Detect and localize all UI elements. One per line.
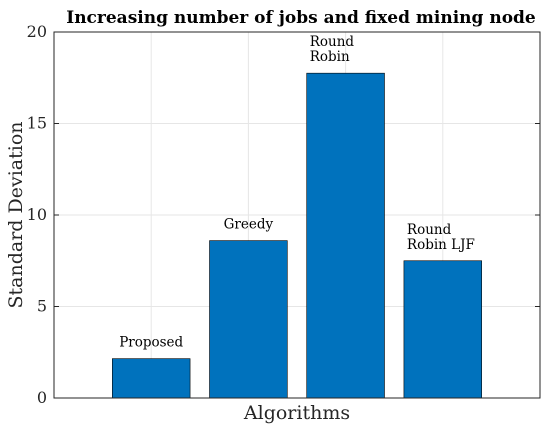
y-tick-label: 10 xyxy=(27,205,47,224)
y-tick-label: 20 xyxy=(27,22,47,41)
bar-4 xyxy=(403,260,482,399)
bar-2 xyxy=(209,240,288,399)
x-axis-label: Algorithms xyxy=(243,402,350,424)
y-tick-label: 5 xyxy=(37,297,47,316)
bar-label: Proposed xyxy=(119,335,183,351)
y-axis-ticks: 0 5 10 15 20 xyxy=(27,22,540,407)
bar-label: Round xyxy=(310,34,355,50)
bar-3 xyxy=(306,72,385,399)
y-tick-label: 0 xyxy=(37,388,47,407)
chart-title: Increasing number of jobs and fixed mini… xyxy=(66,8,536,28)
y-axis-label: Standard Deviation xyxy=(5,122,27,309)
bars xyxy=(112,72,482,399)
bar-1 xyxy=(112,358,191,399)
bar-label: Robin LJF xyxy=(407,237,475,253)
y-tick-label: 15 xyxy=(27,114,47,133)
bar-label: Round xyxy=(407,222,452,238)
bar-label: Greedy xyxy=(224,217,274,233)
bar-label: Robin xyxy=(310,49,350,65)
